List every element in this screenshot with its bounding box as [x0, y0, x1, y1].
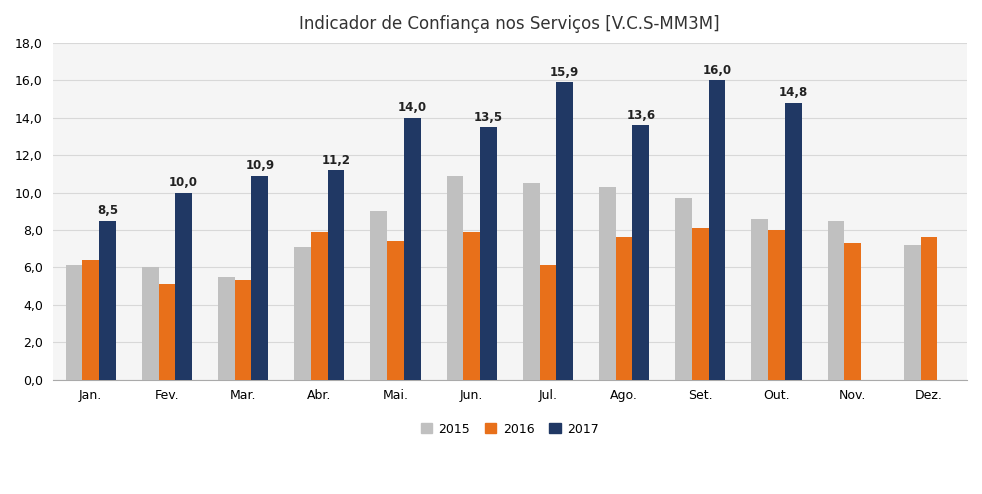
Title: Indicador de Confiança nos Serviços [V.C.S-MM3M]: Indicador de Confiança nos Serviços [V.C… — [300, 15, 720, 33]
Bar — [480, 127, 497, 379]
Bar — [66, 265, 82, 379]
Bar — [556, 82, 573, 379]
Text: 10,9: 10,9 — [246, 159, 274, 172]
Bar — [82, 260, 99, 379]
Bar — [99, 220, 116, 379]
Text: 16,0: 16,0 — [702, 64, 732, 77]
Bar — [328, 170, 345, 379]
Text: 15,9: 15,9 — [550, 66, 579, 79]
Bar — [404, 118, 420, 379]
Bar — [370, 211, 387, 379]
Bar — [632, 125, 649, 379]
Text: 10,0: 10,0 — [169, 176, 198, 189]
Bar — [709, 81, 726, 379]
Bar — [295, 247, 311, 379]
Text: 8,5: 8,5 — [97, 204, 118, 217]
Bar — [311, 232, 328, 379]
Legend: 2015, 2016, 2017: 2015, 2016, 2017 — [416, 417, 604, 441]
Bar — [845, 243, 861, 379]
Bar — [903, 245, 920, 379]
Bar — [785, 103, 801, 379]
Bar — [447, 176, 464, 379]
Bar — [251, 176, 268, 379]
Bar — [920, 238, 937, 379]
Bar — [522, 183, 539, 379]
Bar — [235, 281, 251, 379]
Bar — [539, 265, 556, 379]
Bar — [692, 228, 709, 379]
Text: 13,5: 13,5 — [474, 111, 503, 124]
Bar — [141, 267, 158, 379]
Bar — [158, 284, 175, 379]
Bar — [768, 230, 785, 379]
Text: 14,8: 14,8 — [779, 86, 808, 99]
Bar — [751, 219, 768, 379]
Bar — [828, 220, 845, 379]
Bar — [464, 232, 480, 379]
Bar — [175, 193, 192, 379]
Text: 14,0: 14,0 — [398, 101, 427, 114]
Bar — [676, 198, 692, 379]
Bar — [616, 238, 632, 379]
Bar — [599, 187, 616, 379]
Bar — [218, 277, 235, 379]
Text: 11,2: 11,2 — [321, 154, 351, 166]
Text: 13,6: 13,6 — [627, 109, 655, 122]
Bar — [387, 241, 404, 379]
